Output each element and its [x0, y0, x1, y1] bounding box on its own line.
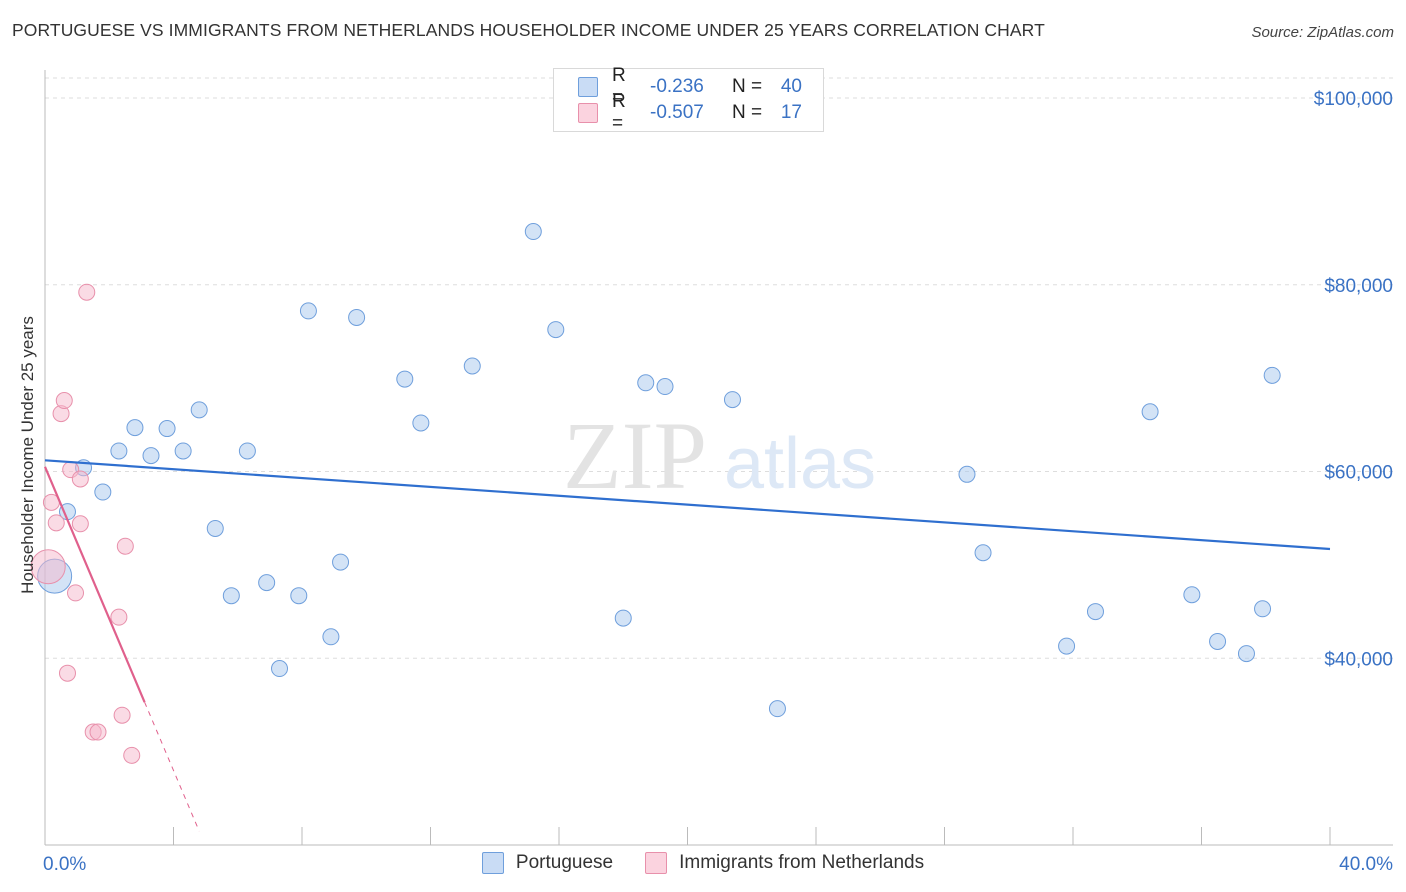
point-portuguese: [1141, 403, 1159, 421]
point-portuguese: [332, 553, 350, 571]
series-swatch-netherlands: [645, 852, 668, 874]
point-portuguese: [656, 378, 674, 396]
legend-row-netherlands: R = -0.507 N = 17: [578, 91, 802, 134]
legend-r-label: R =: [612, 91, 626, 134]
point-portuguese: [322, 628, 340, 646]
point-portuguese: [290, 587, 308, 605]
tick-labels: $40,000 $60,000 $80,000 $100,000 0.0% 40.0%: [43, 89, 1393, 875]
chart-title: PORTUGUESE VS IMMIGRANTS FROM NETHERLAND…: [12, 20, 1045, 40]
point-netherlands: [78, 283, 96, 301]
trend-line-netherlands: [43, 466, 146, 703]
point-netherlands: [71, 515, 89, 533]
y-axis-label: Householder Income Under 25 years: [18, 316, 37, 594]
legend-swatch-netherlands: [578, 103, 598, 123]
point-netherlands: [58, 664, 76, 682]
series-label-portuguese: Portuguese: [515, 852, 614, 873]
y-tick-label: $40,000: [1324, 649, 1393, 670]
point-portuguese: [158, 420, 176, 438]
data-points: [30, 223, 1281, 764]
gridlines: [45, 77, 1393, 659]
watermark-atlas: atlas: [724, 424, 876, 504]
point-portuguese: [1254, 600, 1272, 618]
point-portuguese: [412, 414, 430, 432]
point-netherlands: [110, 608, 128, 626]
point-portuguese: [1209, 632, 1227, 650]
point-portuguese: [271, 660, 289, 678]
point-portuguese: [190, 401, 208, 419]
point-netherlands: [67, 584, 85, 602]
point-portuguese: [1086, 603, 1104, 621]
point-netherlands: [71, 470, 89, 488]
watermark: ZIP atlas: [563, 402, 876, 509]
axes: [44, 70, 1393, 846]
x-tick-label: 40.0%: [1339, 854, 1393, 875]
series-legend: Portuguese Immigrants from Netherlands: [0, 852, 1406, 874]
point-portuguese: [126, 419, 144, 437]
series-swatch-portuguese: [481, 852, 504, 874]
point-portuguese: [547, 321, 565, 339]
point-portuguese: [396, 370, 414, 388]
point-portuguese: [1058, 637, 1076, 655]
point-portuguese: [142, 447, 160, 465]
legend-n-value: 17: [780, 102, 802, 123]
point-portuguese: [238, 442, 256, 460]
point-portuguese: [1263, 366, 1281, 384]
point-portuguese: [1183, 586, 1201, 604]
point-portuguese: [614, 609, 632, 627]
point-netherlands: [55, 392, 73, 410]
y-tick-label: $60,000: [1324, 463, 1393, 484]
point-portuguese: [299, 302, 317, 320]
source-credit: Source: ZipAtlas.com: [1251, 24, 1394, 41]
point-netherlands: [123, 746, 141, 764]
point-portuguese: [1237, 645, 1255, 663]
point-portuguese: [110, 442, 128, 460]
point-portuguese: [258, 574, 276, 592]
trend-lines: [43, 459, 1331, 832]
legend-n-label: N =: [732, 102, 763, 123]
x-tick-label: 0.0%: [43, 854, 86, 875]
point-portuguese: [974, 544, 992, 562]
point-netherlands: [116, 537, 134, 555]
point-portuguese: [768, 700, 786, 718]
series-legend-netherlands[interactable]: Immigrants from Netherlands: [645, 852, 924, 874]
point-portuguese: [463, 357, 481, 375]
watermark-zip: ZIP: [563, 402, 707, 509]
legend-row-portuguese: R = -0.236 N = 40: [578, 65, 802, 108]
point-portuguese: [524, 223, 542, 241]
y-tick-label: $100,000: [1314, 89, 1393, 110]
trend-line-portuguese: [44, 459, 1331, 551]
legend-r-value: -0.507: [650, 102, 704, 123]
point-portuguese: [94, 483, 112, 501]
point-portuguese: [348, 308, 366, 326]
legend-r-label: R =: [612, 65, 626, 108]
point-netherlands: [113, 706, 131, 724]
series-legend-portuguese[interactable]: Portuguese: [481, 852, 614, 874]
legend-r-value: -0.236: [650, 76, 704, 97]
legend-n-value: 40: [780, 76, 802, 97]
series-label-netherlands: Immigrants from Netherlands: [679, 852, 925, 873]
point-portuguese: [723, 391, 741, 409]
legend-swatch-portuguese: [578, 77, 598, 97]
point-portuguese: [637, 374, 655, 392]
point-netherlands: [89, 723, 107, 741]
point-netherlands: [47, 514, 65, 532]
correlation-legend: R = -0.236 N = 40 R = -0.507 N = 17: [553, 65, 824, 134]
legend-n-label: N =: [732, 76, 763, 97]
point-portuguese: [206, 519, 224, 537]
point-netherlands: [30, 549, 66, 585]
trend-line-netherlands-extension: [144, 701, 200, 832]
point-portuguese: [958, 465, 976, 483]
point-portuguese: [222, 587, 240, 605]
y-tick-label: $80,000: [1324, 276, 1393, 297]
point-portuguese: [174, 442, 192, 460]
